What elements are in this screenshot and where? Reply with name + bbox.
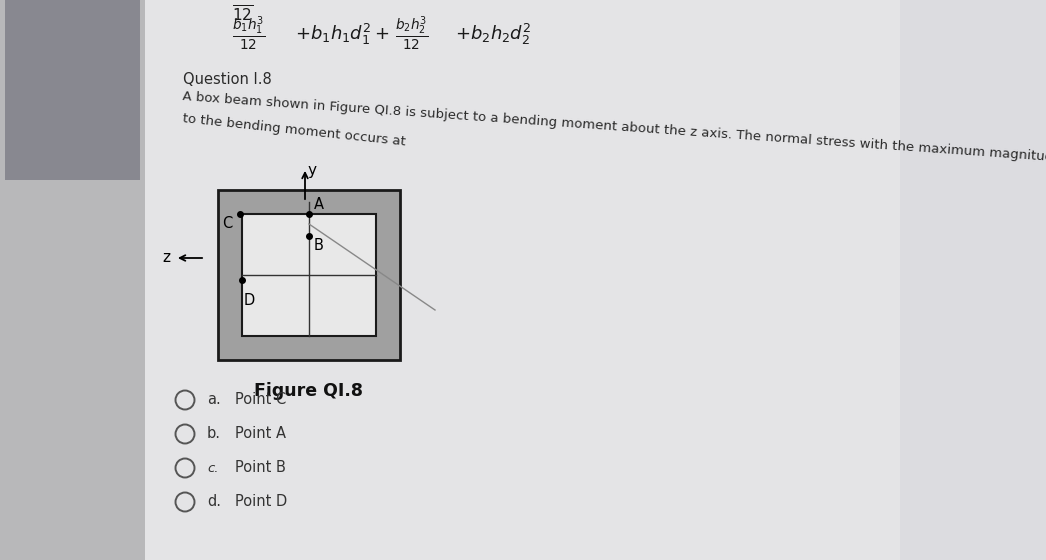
Bar — [140, 0, 900, 560]
Text: B: B — [314, 238, 324, 253]
Bar — [0, 0, 160, 560]
Text: d.: d. — [207, 494, 221, 510]
Text: z: z — [162, 250, 170, 265]
Text: A box beam shown in Figure QI.8 is subject to a bending moment about the z axis.: A box beam shown in Figure QI.8 is subje… — [182, 90, 1046, 166]
Text: D: D — [244, 293, 255, 308]
Text: Point D: Point D — [235, 494, 288, 510]
Text: $\frac{b_2h_2^3}{12}$: $\frac{b_2h_2^3}{12}$ — [395, 15, 428, 53]
Text: c.: c. — [207, 461, 219, 474]
Text: Question I.8: Question I.8 — [183, 72, 272, 87]
Text: a.: a. — [207, 393, 221, 408]
Text: Point C: Point C — [235, 393, 287, 408]
Text: Point A: Point A — [235, 427, 286, 441]
Bar — [0, 0, 145, 560]
Text: $+ b_1h_1d_1^2 +$: $+ b_1h_1d_1^2 +$ — [295, 22, 390, 47]
Bar — [218, 190, 400, 360]
Text: $\frac{b_1h_1^3}{12}$: $\frac{b_1h_1^3}{12}$ — [232, 15, 266, 53]
Text: Figure QI.8: Figure QI.8 — [254, 382, 364, 400]
Text: $+ b_2h_2d_2^2$: $+ b_2h_2d_2^2$ — [455, 22, 531, 47]
Text: C: C — [222, 216, 232, 231]
Text: $\overline{12}$: $\overline{12}$ — [232, 5, 253, 25]
Text: to the bending moment occurs at: to the bending moment occurs at — [182, 112, 406, 148]
Text: A: A — [314, 197, 324, 212]
Bar — [242, 214, 376, 336]
Text: b.: b. — [207, 427, 221, 441]
Text: Point B: Point B — [235, 460, 286, 475]
Text: y: y — [308, 163, 317, 178]
Bar — [5, 0, 140, 180]
